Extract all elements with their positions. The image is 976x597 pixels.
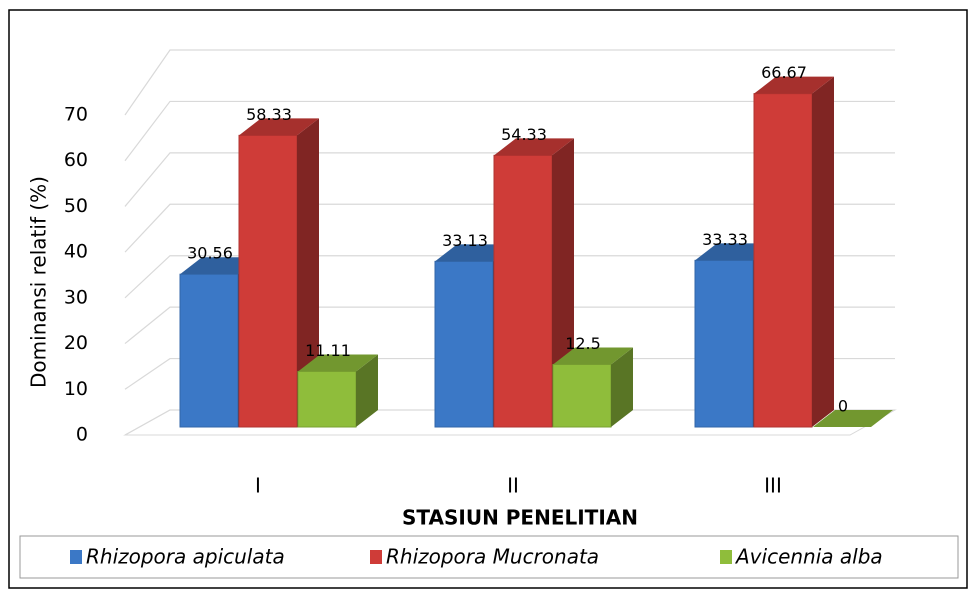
grid-line [124, 49, 895, 116]
grid-line [124, 100, 895, 162]
y-tick-label: 10 [64, 378, 88, 400]
y-tick-label: 70 [64, 104, 88, 126]
bar [813, 410, 893, 427]
bar-front [694, 259, 754, 428]
bar-top [494, 138, 574, 156]
bar-side [812, 76, 834, 428]
value-label: 54.33 [501, 125, 547, 144]
bar-front [434, 260, 494, 428]
bar-side [297, 118, 319, 427]
bars: I 30.56 58.33 11.11 II 33.13 54.33 12.5 III 33.33… [179, 63, 893, 498]
bar-top [553, 347, 633, 365]
bar [238, 118, 319, 428]
value-label: 66.67 [761, 63, 807, 82]
legend-label: Rhizopora Mucronata [386, 545, 599, 569]
bar-top [239, 118, 319, 136]
bar-top [754, 76, 834, 94]
x-axis-title: STASIUN PENELITIAN [402, 506, 638, 530]
grid-line [124, 152, 895, 207]
value-label: 58.33 [246, 105, 292, 124]
bar-side [356, 354, 378, 427]
grid-line [124, 357, 895, 390]
bar [493, 138, 574, 428]
grid-line [124, 306, 895, 345]
legend: Rhizopora apiculata Rhizopora Mucronata Av… [70, 545, 883, 569]
bar-front [297, 370, 357, 428]
bar-side [611, 347, 633, 427]
y-axis-title: Dominansi relatif (%) [27, 176, 51, 388]
bar-front [493, 154, 553, 428]
y-tick-label: 40 [64, 241, 88, 263]
y-tick-label: 50 [64, 195, 88, 217]
grid-line [124, 255, 895, 299]
legend-swatch [720, 550, 732, 564]
y-tick-label: 0 [76, 424, 88, 446]
bar-front [552, 364, 612, 428]
grid-line [124, 203, 895, 253]
y-tick-label: 20 [64, 332, 88, 354]
bar-top [298, 354, 378, 372]
bar-front [238, 134, 298, 428]
legend-box [19, 535, 959, 579]
y-tick-label: 60 [64, 149, 88, 171]
bar-front [179, 273, 239, 428]
value-label: 12.5 [565, 334, 601, 353]
x-tick-label: II [507, 474, 519, 498]
floor [123, 409, 897, 436]
legend-label: Avicennia alba [734, 545, 883, 569]
bar [552, 347, 633, 428]
x-tick-label: III [764, 474, 782, 498]
bar [297, 354, 378, 428]
bar-top [813, 410, 893, 427]
x-tick-label: I [255, 474, 261, 498]
value-label: 33.13 [442, 231, 488, 250]
value-label: 30.56 [187, 244, 233, 263]
value-label: 33.33 [702, 230, 748, 249]
grid: 0 10 20 30 40 50 60 70 [64, 49, 897, 446]
value-label: 0 [838, 397, 848, 416]
bar [753, 76, 834, 428]
bar-front [753, 93, 813, 428]
y-tick-label: 30 [64, 286, 88, 308]
legend-swatch [70, 550, 82, 564]
legend-swatch [370, 550, 382, 564]
value-label: 11.11 [305, 341, 351, 360]
legend-label: Rhizopora apiculata [86, 545, 285, 569]
